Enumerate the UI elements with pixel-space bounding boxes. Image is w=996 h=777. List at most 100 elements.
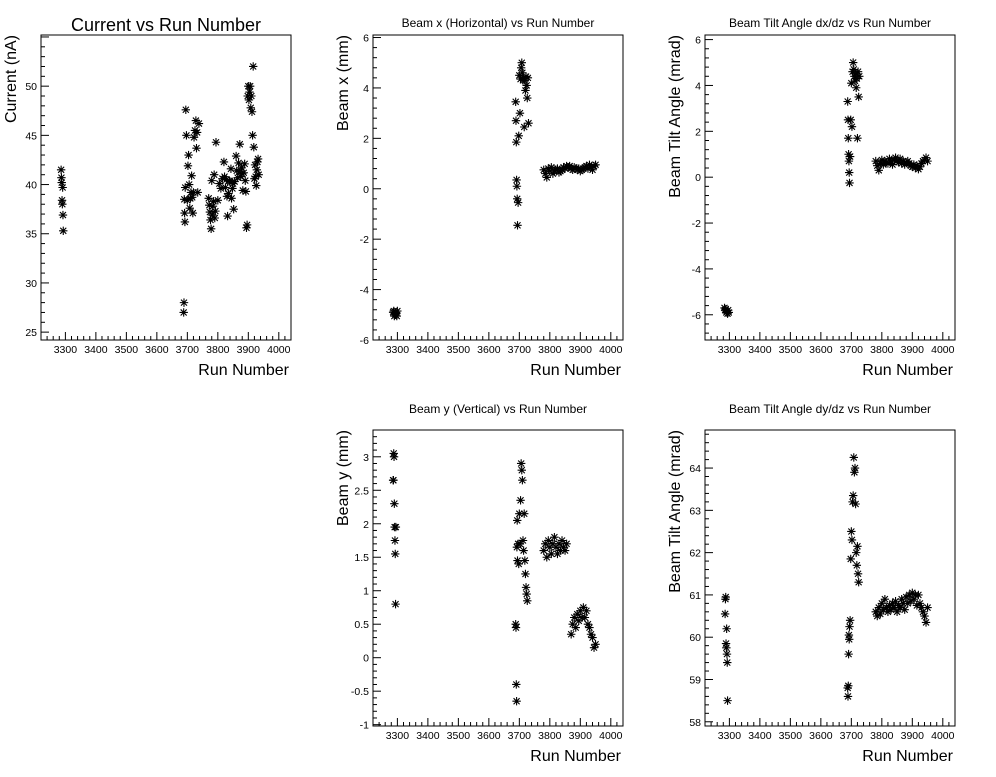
data-point <box>224 189 233 198</box>
data-point <box>230 177 239 186</box>
data-point <box>843 683 852 693</box>
data-point <box>539 165 548 175</box>
data-point <box>854 92 863 102</box>
data-point <box>560 546 570 555</box>
data-point <box>180 195 189 204</box>
data-point <box>57 178 66 187</box>
data-point <box>183 196 192 205</box>
data-point <box>516 496 525 505</box>
y-tick-label: -2 <box>692 218 701 230</box>
data-point <box>59 226 68 235</box>
data-point <box>573 609 582 619</box>
data-point <box>908 588 917 597</box>
data-point <box>844 133 853 143</box>
data-point <box>845 616 855 625</box>
data-point <box>247 107 257 116</box>
x-tick-label: 3400 <box>748 730 772 742</box>
data-point <box>849 65 858 74</box>
data-point <box>923 156 932 166</box>
y-tick-label: 61 <box>689 590 701 602</box>
x-tick-label: 3900 <box>569 344 593 356</box>
y-tick-label: -1 <box>360 720 369 732</box>
data-point <box>844 649 853 659</box>
data-point <box>515 108 525 118</box>
data-point <box>193 188 202 197</box>
data-point <box>889 603 899 612</box>
data-point <box>843 97 852 106</box>
x-tick-label: 3700 <box>840 730 864 742</box>
chart-panel-4: Beam y (Vertical) vs Run Number 3300 3400 3… <box>335 402 624 765</box>
data-point <box>512 542 522 552</box>
data-point <box>249 142 259 152</box>
y-tick-label: 2 <box>363 133 369 145</box>
data-point <box>542 553 551 562</box>
data-point <box>181 105 191 114</box>
data-point <box>511 116 521 125</box>
data-point <box>192 128 202 137</box>
data-point <box>189 133 199 142</box>
data-point <box>921 618 931 627</box>
x-tick-label: 3600 <box>809 344 833 356</box>
data-point <box>909 594 919 604</box>
data-point <box>518 536 528 545</box>
data-point <box>516 63 526 72</box>
y-tick-label: 4 <box>695 80 701 92</box>
data-point <box>222 192 232 201</box>
data-point <box>923 603 932 612</box>
data-point <box>512 680 521 689</box>
data-point <box>920 611 929 621</box>
data-point <box>519 546 528 555</box>
data-point <box>188 193 197 202</box>
y-tick-label: 25 <box>25 327 37 339</box>
data-point <box>229 204 238 214</box>
x-tick-label: 4000 <box>931 730 955 742</box>
x-tick-label: 3700 <box>840 344 864 356</box>
data-point <box>723 658 732 667</box>
data-point <box>520 122 529 132</box>
data-point <box>722 643 731 652</box>
data-point <box>721 639 731 648</box>
data-point <box>391 522 401 532</box>
data-point <box>252 181 261 190</box>
data-point <box>522 589 531 599</box>
data-point <box>846 554 855 564</box>
x-tick-label: 3500 <box>447 344 471 356</box>
data-point <box>892 607 902 617</box>
data-point <box>721 304 730 314</box>
y-tick-label: 6 <box>363 33 369 45</box>
data-point <box>888 160 897 169</box>
x-tick-label: 3800 <box>538 730 562 742</box>
x-tick-label: 3700 <box>508 344 532 356</box>
data-point <box>240 159 249 169</box>
data-point <box>513 516 522 525</box>
data-point <box>226 164 236 174</box>
data-point <box>576 606 585 616</box>
data-point <box>898 156 908 166</box>
x-axis-label: Run Number <box>862 362 953 379</box>
data-point <box>221 183 230 192</box>
data-point <box>852 548 861 557</box>
data-point <box>523 596 532 605</box>
data-point <box>845 152 855 161</box>
data-point <box>885 601 894 610</box>
data-point <box>181 183 190 192</box>
data-point <box>845 178 854 188</box>
data-point <box>846 115 855 125</box>
data-point <box>235 140 244 149</box>
y-tick-label: -4 <box>692 264 701 276</box>
x-tick-label: 3800 <box>870 344 894 356</box>
x-tick-label: 3500 <box>779 344 803 356</box>
data-point <box>514 559 523 569</box>
data-point <box>517 58 526 67</box>
data-point <box>900 605 909 614</box>
data-point <box>523 93 532 103</box>
y-tick-label: 59 <box>689 674 701 686</box>
chart-title: Beam y (Vertical) vs Run Number <box>409 402 587 416</box>
data-point <box>511 97 520 106</box>
data-point <box>560 164 570 173</box>
data-point <box>516 459 526 468</box>
data-point <box>393 306 402 316</box>
data-point <box>585 160 594 170</box>
data-point <box>570 613 579 622</box>
data-point <box>574 616 583 626</box>
